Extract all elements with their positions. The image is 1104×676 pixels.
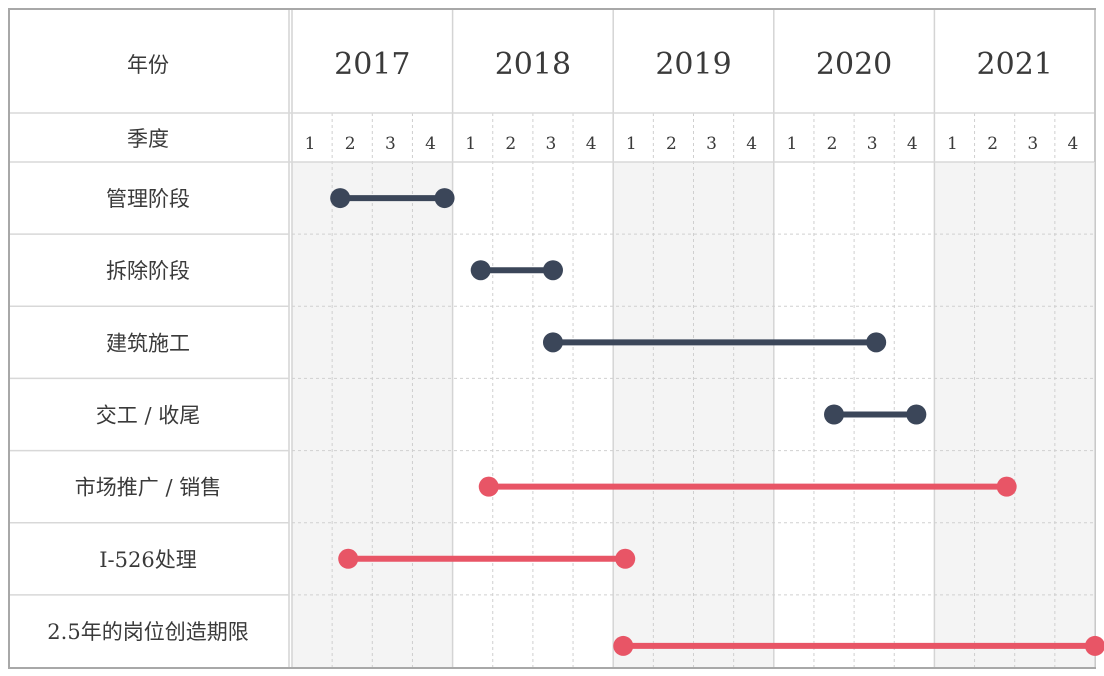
quarter-label: 1: [626, 134, 637, 154]
quarter-label: 3: [867, 134, 878, 154]
task-start-point: [330, 188, 351, 209]
task-end-point: [434, 188, 455, 209]
task-label: 交工 / 收尾: [96, 404, 200, 428]
quarter-label: 2: [666, 134, 677, 154]
year-label: 2017: [334, 47, 410, 82]
task-end-point: [906, 404, 927, 425]
quarter-label: 1: [947, 134, 958, 154]
quarter-label: 3: [546, 134, 557, 154]
quarter-label: 1: [305, 134, 316, 154]
quarter-label: 1: [465, 134, 476, 154]
year-label: 2019: [655, 47, 731, 82]
task-label: 建筑施工: [106, 331, 190, 355]
quarter-label: 2: [345, 134, 356, 154]
task-label: 拆除阶段: [106, 259, 190, 283]
task-end-point: [996, 476, 1017, 497]
quarter-label: 4: [907, 134, 918, 154]
task-label: 2.5年的岗位创造期限: [47, 620, 248, 644]
task-label: I-526处理: [99, 548, 196, 572]
year-label: 2021: [977, 47, 1053, 82]
quarter-label: 2: [987, 134, 998, 154]
task-start-point: [338, 548, 359, 569]
task-end-point: [542, 260, 563, 281]
year-header-label: 年份: [127, 53, 169, 77]
task-start-point: [478, 476, 499, 497]
task-label: 管理阶段: [106, 187, 190, 211]
task-label: 市场推广 / 销售: [75, 476, 221, 500]
quarter-label: 4: [425, 134, 436, 154]
task-start-point: [470, 260, 491, 281]
quarter-label: 1: [786, 134, 797, 154]
quarter-header-label: 季度: [127, 127, 169, 151]
quarter-label: 3: [706, 134, 717, 154]
task-start-point: [542, 332, 563, 353]
task-end-point: [615, 548, 636, 569]
task-start-point: [824, 404, 845, 425]
quarter-label: 2: [827, 134, 838, 154]
quarter-label: 3: [1027, 134, 1038, 154]
year-label: 2020: [816, 47, 892, 82]
quarter-label: 4: [1068, 134, 1079, 154]
task-end-point: [866, 332, 887, 353]
task-start-point: [613, 635, 634, 656]
quarter-label: 3: [385, 134, 396, 154]
task-end-point: [1085, 635, 1104, 656]
quarter-label: 4: [746, 134, 757, 154]
year-label: 2018: [495, 47, 571, 82]
quarter-label: 4: [586, 134, 597, 154]
quarter-label: 2: [505, 134, 516, 154]
